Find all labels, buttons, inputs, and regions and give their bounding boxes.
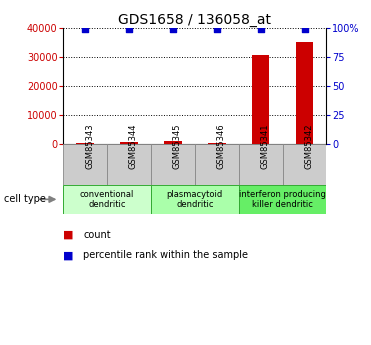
Bar <box>151 185 239 214</box>
Bar <box>208 143 226 144</box>
Text: GSM85346: GSM85346 <box>217 123 226 169</box>
Text: interferon producing
killer dendritic: interferon producing killer dendritic <box>239 190 326 209</box>
Text: GSM85341: GSM85341 <box>261 123 270 169</box>
Bar <box>195 144 239 185</box>
Text: count: count <box>83 230 111 239</box>
Point <box>302 26 308 31</box>
Text: ■: ■ <box>63 230 73 239</box>
Point <box>258 26 264 31</box>
Text: GSM85342: GSM85342 <box>305 123 313 169</box>
Title: GDS1658 / 136058_at: GDS1658 / 136058_at <box>118 12 271 27</box>
Text: GSM85344: GSM85344 <box>129 123 138 169</box>
Point <box>126 26 132 31</box>
Bar <box>283 144 326 185</box>
Bar <box>76 142 94 144</box>
Bar <box>164 140 182 144</box>
Text: ■: ■ <box>63 250 73 260</box>
Bar <box>107 144 151 185</box>
Text: GSM85345: GSM85345 <box>173 123 182 169</box>
Text: cell type: cell type <box>4 194 46 204</box>
Text: percentile rank within the sample: percentile rank within the sample <box>83 250 249 260</box>
Point <box>82 26 88 31</box>
Bar <box>63 185 151 214</box>
Text: plasmacytoid
dendritic: plasmacytoid dendritic <box>167 190 223 209</box>
Point <box>214 26 220 31</box>
Bar <box>63 144 107 185</box>
Bar <box>120 142 138 144</box>
Bar <box>252 55 269 144</box>
Text: conventional
dendritic: conventional dendritic <box>80 190 134 209</box>
Bar <box>151 144 195 185</box>
Bar <box>239 185 326 214</box>
Bar <box>239 144 283 185</box>
Bar <box>296 42 313 144</box>
Point <box>170 26 176 31</box>
Text: GSM85343: GSM85343 <box>85 123 94 169</box>
